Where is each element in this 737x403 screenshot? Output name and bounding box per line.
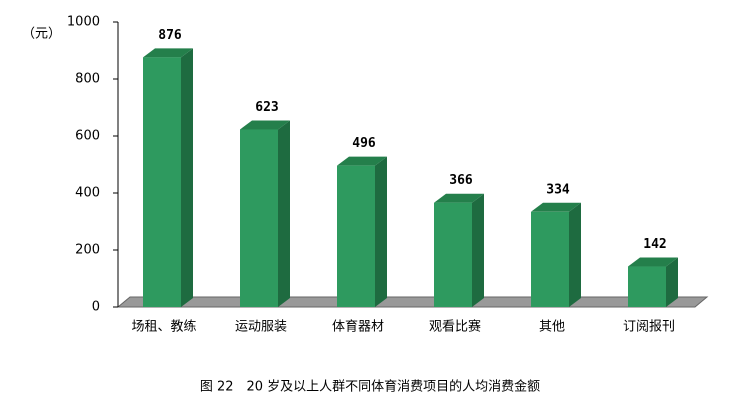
bar [337, 165, 375, 307]
caption: 图 22 20 岁及以上人群不同体育消费项目的人均消费金额 [200, 379, 540, 395]
x-tick-label: 订阅报刊 [623, 320, 675, 335]
bar-side [666, 257, 678, 307]
bar [240, 129, 278, 307]
y-tick-label: 0 [92, 300, 100, 315]
value-label: 623 [255, 100, 278, 115]
bar-top [337, 156, 387, 166]
bar [628, 266, 666, 307]
bar [143, 57, 181, 308]
bar-side [569, 202, 581, 307]
value-label: 496 [352, 136, 376, 151]
x-tick-label: 运动服装 [235, 320, 287, 335]
y-tick-label: 1000 [67, 15, 100, 30]
y-tick-label: 200 [75, 243, 100, 258]
floor [116, 296, 709, 308]
x-tick-label: 体育器材 [332, 319, 384, 335]
bar-top [531, 202, 581, 212]
value-label: 366 [449, 173, 473, 188]
bar-side [375, 156, 387, 307]
bar-top [434, 193, 484, 203]
x-tick-label: 观看比赛 [429, 319, 481, 335]
value-label: 142 [643, 237, 666, 252]
x-tick-label: 其他 [539, 320, 565, 335]
value-label: 334 [546, 182, 570, 197]
bar-top [240, 120, 290, 130]
y-tick-label: 800 [75, 72, 100, 87]
bar-side [472, 193, 484, 307]
y-tick-label: 400 [75, 186, 100, 201]
bar [531, 211, 569, 307]
x-tick-label: 场租、教练 [131, 319, 196, 335]
unit-label: （元） [22, 27, 61, 42]
y-tick-label: 600 [75, 129, 100, 144]
value-label: 876 [158, 28, 182, 43]
bar-side [278, 120, 290, 307]
bar-side [181, 48, 193, 308]
bar-top [628, 257, 678, 267]
bar-top [143, 48, 193, 58]
bar [434, 202, 472, 307]
